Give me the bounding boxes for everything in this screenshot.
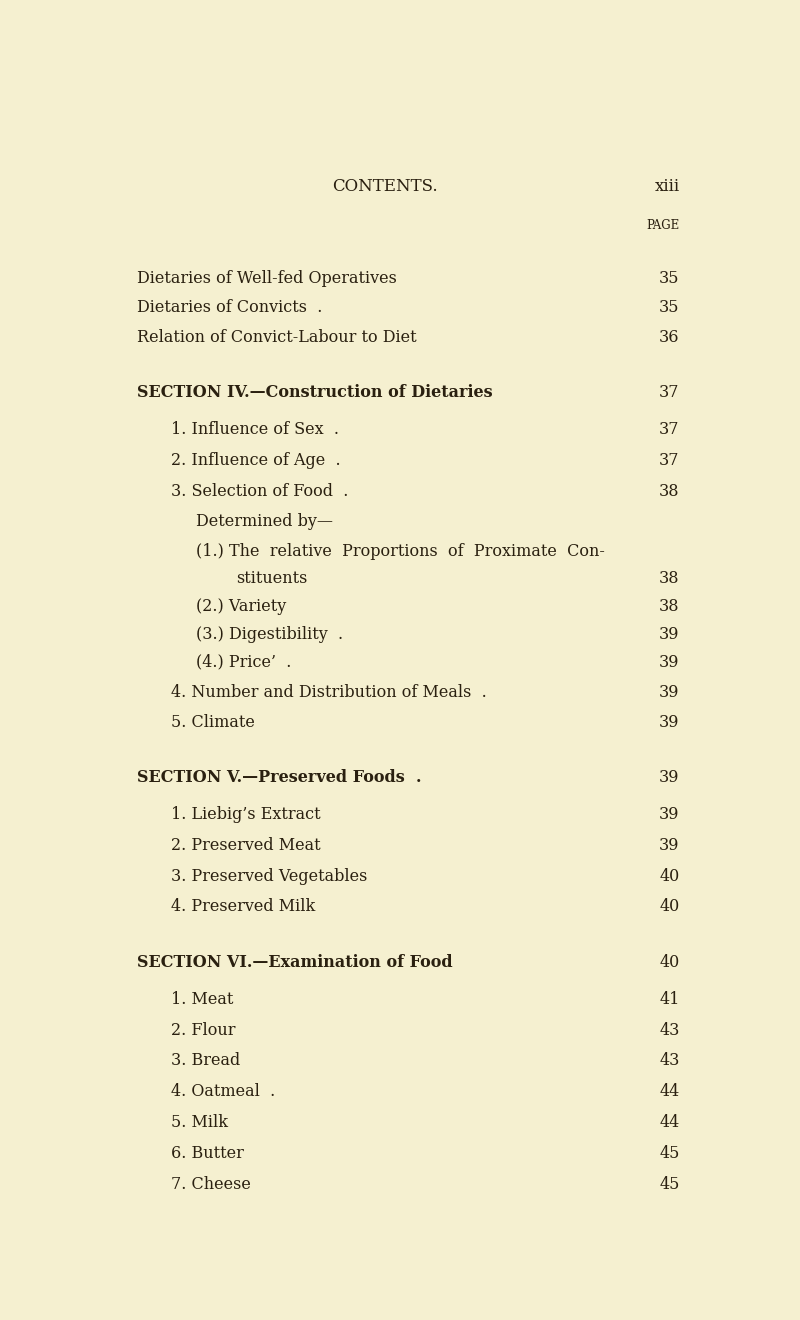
Text: 39: 39: [659, 770, 680, 787]
Text: 43: 43: [659, 1022, 680, 1039]
Text: 45: 45: [659, 1176, 680, 1193]
Text: 43: 43: [659, 1052, 680, 1069]
Text: 40: 40: [659, 899, 680, 916]
Text: 36: 36: [659, 329, 680, 346]
Text: 2. Influence of Age  .: 2. Influence of Age .: [171, 451, 341, 469]
Text: (1.) The  relative  Proportions  of  Proximate  Con-: (1.) The relative Proportions of Proxima…: [196, 543, 605, 560]
Text: 39: 39: [659, 807, 680, 824]
Text: 5. Climate: 5. Climate: [171, 714, 255, 731]
Text: 45: 45: [659, 1144, 680, 1162]
Text: 38: 38: [659, 570, 680, 587]
Text: 35: 35: [659, 300, 680, 317]
Text: SECTION IV.—Construction of Dietaries: SECTION IV.—Construction of Dietaries: [138, 384, 493, 401]
Text: 39: 39: [659, 684, 680, 701]
Text: 2. Preserved Meat: 2. Preserved Meat: [171, 837, 321, 854]
Text: 3. Preserved Vegetables: 3. Preserved Vegetables: [171, 867, 368, 884]
Text: 1. Liebig’s Extract: 1. Liebig’s Extract: [171, 807, 321, 824]
Text: 44: 44: [659, 1114, 680, 1131]
Text: 39: 39: [659, 714, 680, 731]
Text: 1. Influence of Sex  .: 1. Influence of Sex .: [171, 421, 339, 438]
Text: 40: 40: [659, 867, 680, 884]
Text: stituents: stituents: [237, 570, 308, 587]
Text: 38: 38: [659, 598, 680, 615]
Text: 37: 37: [659, 451, 680, 469]
Text: 6. Butter: 6. Butter: [171, 1144, 244, 1162]
Text: (4.) Price’  .: (4.) Price’ .: [196, 653, 291, 671]
Text: Determined by—: Determined by—: [196, 513, 333, 531]
Text: 39: 39: [659, 653, 680, 671]
Text: (2.) Variety: (2.) Variety: [196, 598, 286, 615]
Text: 37: 37: [659, 421, 680, 438]
Text: 4. Number and Distribution of Meals  .: 4. Number and Distribution of Meals .: [171, 684, 487, 701]
Text: Relation of Convict-Labour to Diet: Relation of Convict-Labour to Diet: [138, 329, 417, 346]
Text: 39: 39: [659, 837, 680, 854]
Text: Dietaries of Well-fed Operatives: Dietaries of Well-fed Operatives: [138, 271, 397, 288]
Text: SECTION V.—Preserved Foods  .: SECTION V.—Preserved Foods .: [138, 770, 422, 787]
Text: 39: 39: [659, 626, 680, 643]
Text: 5. Milk: 5. Milk: [171, 1114, 228, 1131]
Text: 38: 38: [659, 483, 680, 500]
Text: 41: 41: [659, 991, 680, 1008]
Text: xiii: xiii: [654, 178, 680, 195]
Text: 44: 44: [659, 1084, 680, 1101]
Text: SECTION VI.—Examination of Food: SECTION VI.—Examination of Food: [138, 954, 453, 972]
Text: (3.) Digestibility  .: (3.) Digestibility .: [196, 626, 343, 643]
Text: 7. Cheese: 7. Cheese: [171, 1176, 251, 1193]
Text: 2. Flour: 2. Flour: [171, 1022, 236, 1039]
Text: 4. Preserved Milk: 4. Preserved Milk: [171, 899, 315, 916]
Text: Dietaries of Convicts  .: Dietaries of Convicts .: [138, 300, 322, 317]
Text: 4. Oatmeal  .: 4. Oatmeal .: [171, 1084, 275, 1101]
Text: 3. Bread: 3. Bread: [171, 1052, 241, 1069]
Text: PAGE: PAGE: [646, 219, 680, 232]
Text: CONTENTS.: CONTENTS.: [333, 178, 438, 195]
Text: 37: 37: [659, 384, 680, 401]
Text: 3. Selection of Food  .: 3. Selection of Food .: [171, 483, 349, 500]
Text: 1. Meat: 1. Meat: [171, 991, 234, 1008]
Text: 35: 35: [659, 271, 680, 288]
Text: 40: 40: [659, 954, 680, 972]
